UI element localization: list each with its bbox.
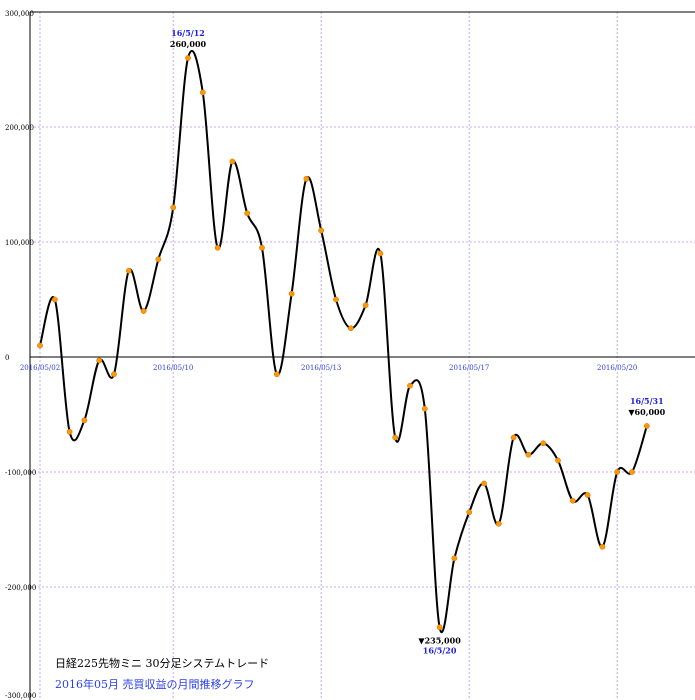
annotation-value: 260,000 <box>170 39 207 49</box>
data-point <box>466 509 473 516</box>
data-point <box>214 244 221 251</box>
data-point <box>407 382 413 389</box>
data-point <box>525 451 532 458</box>
series-markers <box>37 55 650 631</box>
y-tick-label: 0 <box>5 354 9 362</box>
data-point <box>436 624 443 631</box>
annotation-date: 16/5/12 <box>171 28 205 38</box>
data-point <box>37 342 43 349</box>
data-point <box>303 175 310 182</box>
grid-lines <box>30 11 695 700</box>
data-point <box>244 210 251 217</box>
data-point <box>259 244 265 251</box>
x-tick-label: 2016/05/13 <box>301 364 341 372</box>
annotation-value: ▼60,000 <box>628 407 665 417</box>
data-point <box>66 428 73 435</box>
data-point <box>555 457 561 464</box>
data-point <box>288 290 295 297</box>
y-tick-label: 300,000 <box>5 10 34 18</box>
annotation-date: 16/5/31 <box>630 396 664 406</box>
series-line <box>39 49 648 633</box>
x-tick-label: 2016/05/02 <box>20 364 60 372</box>
data-point <box>185 55 191 61</box>
data-point <box>81 417 88 424</box>
caption-line-1: 日経225先物ミニ 30分足システムトレード <box>55 656 269 670</box>
x-tick-label: 2016/05/20 <box>597 364 637 372</box>
data-point <box>510 434 517 441</box>
data-point <box>540 440 547 447</box>
data-point <box>377 250 384 257</box>
data-point <box>614 469 621 475</box>
data-point <box>140 308 147 314</box>
x-tick-labels: 2016/05/02 2016/05/10 2016/05/13 2016/05/17… <box>20 364 638 372</box>
annotation-date: 16/5/20 <box>423 645 457 655</box>
data-point <box>362 302 369 309</box>
chart-caption: 日経225先物ミニ 30分足システムトレード 2016年05月 売買収益の月間推… <box>55 656 269 691</box>
data-point <box>125 267 132 274</box>
y-tick-label: -300,000 <box>5 692 36 700</box>
x-tick-label: 2016/05/17 <box>449 364 489 372</box>
chart-axes <box>29 11 695 700</box>
data-point <box>199 89 206 96</box>
data-point <box>643 423 650 429</box>
data-point <box>347 325 354 332</box>
data-point <box>318 227 325 234</box>
annotation-value: ▼235,000 <box>418 635 461 645</box>
y-tick-label: -200,000 <box>5 584 36 592</box>
data-point <box>170 204 177 211</box>
data-point <box>495 520 502 527</box>
data-point <box>229 158 236 165</box>
data-point <box>96 357 103 364</box>
data-point <box>584 492 591 498</box>
data-point <box>392 434 399 441</box>
x-tick-label: 2016/05/10 <box>153 364 193 372</box>
y-tick-label: 100,000 <box>5 239 34 247</box>
caption-line-2: 2016年05月 売買収益の月間推移グラフ <box>55 677 255 691</box>
y-tick-labels: 300,000 200,000 100,000 0 -100,000 -200,000 -3… <box>5 10 36 700</box>
data-point <box>451 555 458 562</box>
data-point <box>333 296 339 303</box>
data-point <box>599 543 606 550</box>
data-point <box>421 405 428 412</box>
y-tick-label: -100,000 <box>5 469 36 477</box>
data-point <box>155 256 162 263</box>
data-point <box>481 480 487 487</box>
data-point <box>629 469 635 475</box>
data-point <box>51 296 58 303</box>
data-point <box>111 371 117 378</box>
data-point <box>569 497 576 504</box>
y-tick-label: 200,000 <box>5 124 34 132</box>
data-point <box>273 371 280 378</box>
